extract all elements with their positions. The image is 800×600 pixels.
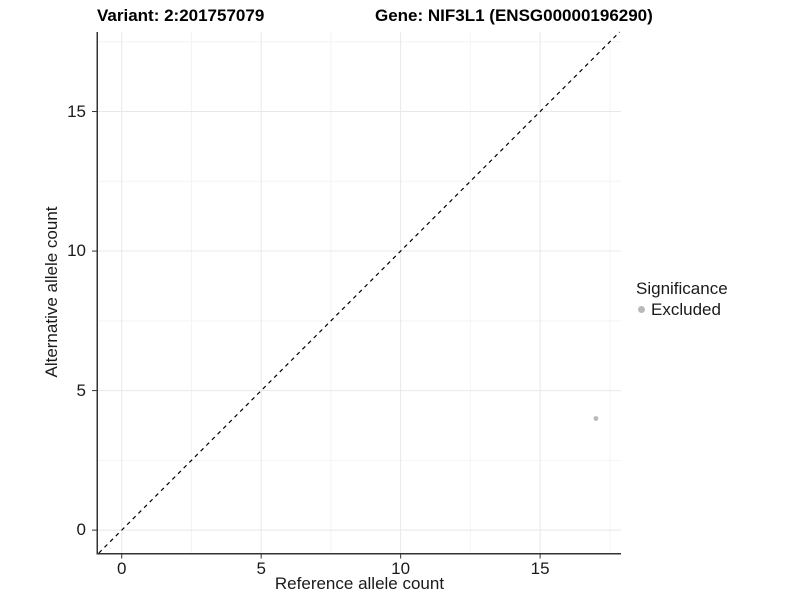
identity-dashed-line xyxy=(98,31,621,554)
x-tick-label: 5 xyxy=(256,559,266,578)
y-tick-label: 0 xyxy=(76,520,86,540)
data-point xyxy=(593,416,599,421)
legend: Significance Excluded xyxy=(636,278,728,320)
gene-title: Gene: NIF3L1 (ENSG00000196290) xyxy=(375,6,653,25)
y-tick-label: 10 xyxy=(67,241,86,261)
x-tick-label: 0 xyxy=(116,559,127,578)
legend-item-label: Excluded xyxy=(651,300,721,319)
x-tick-label: 10 xyxy=(391,559,411,578)
y-tick-label: 5 xyxy=(76,380,86,400)
legend-title: Significance xyxy=(636,279,728,298)
scatter-plot-canvas xyxy=(92,31,621,559)
x-tick-label: 15 xyxy=(530,559,550,578)
legend-item-excluded: Excluded xyxy=(636,299,728,320)
excluded-point-icon xyxy=(638,306,645,313)
y-axis-title: Alternative allele count xyxy=(42,206,61,378)
y-tick-label: 15 xyxy=(67,101,86,121)
plot-panel: 0 5 10 15 0 5 10 15 xyxy=(67,31,621,578)
variant-title: Variant: 2:201757079 xyxy=(97,6,265,25)
x-axis-title: Reference allele count xyxy=(274,574,445,593)
